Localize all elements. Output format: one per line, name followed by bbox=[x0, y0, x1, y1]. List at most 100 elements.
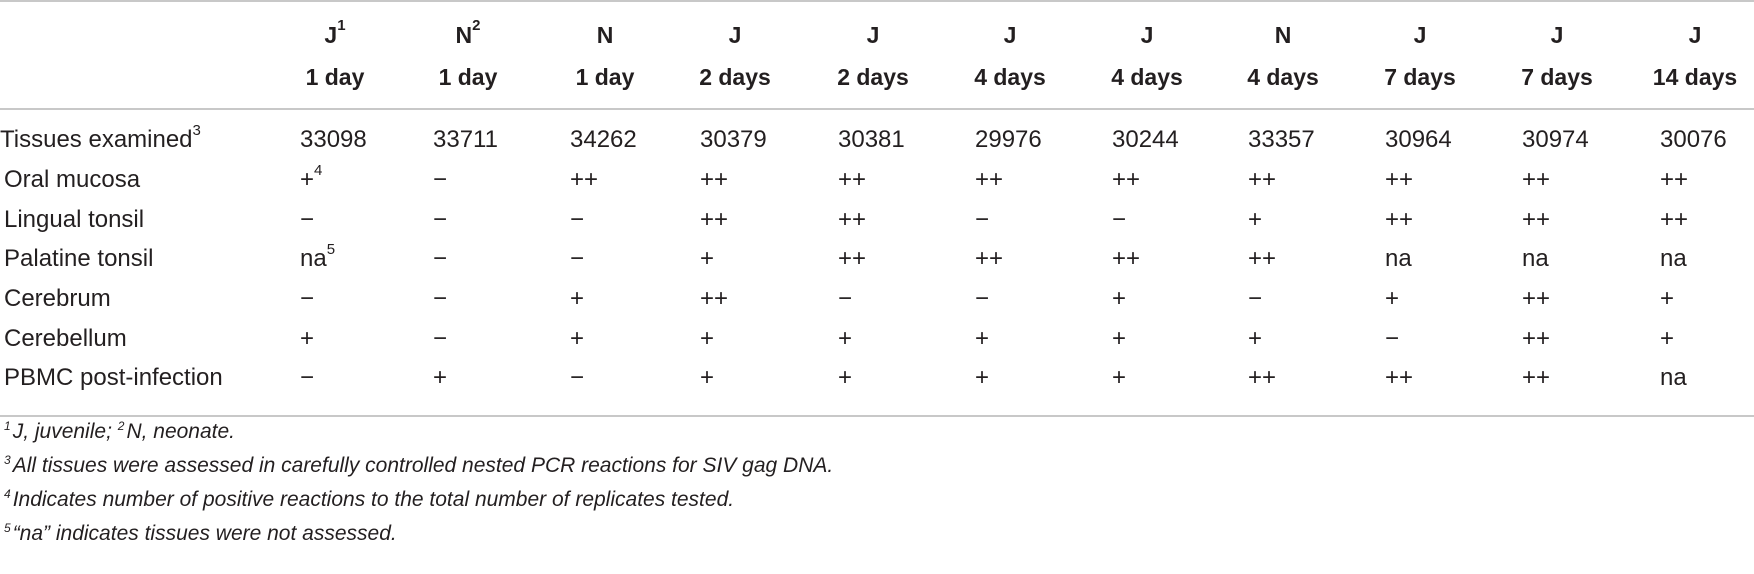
table-cell: 30379 bbox=[700, 120, 767, 160]
cell-value: na bbox=[1522, 245, 1549, 272]
column-group: J bbox=[808, 14, 938, 56]
table-cell: ++ bbox=[838, 160, 866, 200]
cell-value: + bbox=[1385, 285, 1400, 312]
table-cell: − bbox=[433, 239, 447, 279]
table-cell: + bbox=[1112, 358, 1126, 398]
column-group-footnote-mark: 2 bbox=[472, 17, 481, 34]
table-cell: ++ bbox=[700, 160, 728, 200]
table-cell: ++ bbox=[1385, 200, 1413, 240]
column-group: J bbox=[945, 14, 1075, 56]
cell-value: ++ bbox=[570, 166, 599, 193]
column-time: 4 days bbox=[1247, 64, 1319, 90]
cell-value: ++ bbox=[700, 206, 729, 233]
cell-footnote-mark: 5 bbox=[326, 241, 336, 258]
table-cell: + bbox=[570, 319, 584, 359]
table-cell: ++ bbox=[570, 160, 598, 200]
column-time: 7 days bbox=[1521, 64, 1593, 90]
row-label-text: Cerebrum bbox=[4, 285, 111, 312]
table-cell: 30381 bbox=[838, 120, 905, 160]
table-cell: ++ bbox=[1248, 160, 1276, 200]
cell-value: ++ bbox=[700, 285, 729, 312]
table-cell: + bbox=[838, 358, 852, 398]
column-header: J 7 days bbox=[1355, 14, 1485, 98]
cell-value: − bbox=[433, 325, 448, 352]
cell-value: 30964 bbox=[1385, 126, 1452, 153]
cell-value: + bbox=[700, 364, 715, 391]
column-header: N 4 days bbox=[1218, 14, 1348, 98]
table-cell: 33711 bbox=[433, 120, 498, 160]
table-cell: na bbox=[1660, 239, 1687, 279]
cell-value: na bbox=[1660, 245, 1687, 272]
row-label-text: Oral mucosa bbox=[4, 166, 141, 193]
table-cell: + bbox=[300, 319, 314, 359]
cell-value: ++ bbox=[1522, 206, 1551, 233]
footnote-mark: 1 bbox=[4, 419, 11, 433]
table-cell: 30964 bbox=[1385, 120, 1452, 160]
column-group-letter: J bbox=[866, 22, 880, 48]
footnote-mark: 2 bbox=[117, 419, 125, 433]
cell-value: − bbox=[838, 285, 853, 312]
cell-value: na bbox=[300, 245, 327, 272]
table-cell: − bbox=[300, 200, 314, 240]
cell-value: + bbox=[838, 325, 853, 352]
cell-value: + bbox=[570, 325, 585, 352]
column-group: N bbox=[1218, 14, 1348, 56]
cell-value: − bbox=[300, 285, 315, 312]
table-cell: + bbox=[1112, 319, 1126, 359]
cell-value: ++ bbox=[838, 245, 867, 272]
row-label-text: PBMC post-infection bbox=[4, 364, 223, 391]
cell-value: − bbox=[433, 206, 448, 233]
footnote-text: N, neonate. bbox=[126, 420, 236, 443]
cell-value: ++ bbox=[838, 166, 867, 193]
row-label: Cerebellum bbox=[4, 319, 127, 359]
cell-value: 29976 bbox=[975, 126, 1042, 153]
cell-value: − bbox=[570, 245, 585, 272]
table-cell: ++ bbox=[1660, 160, 1688, 200]
column-header: J 4 days bbox=[945, 14, 1075, 98]
column-time: 1 day bbox=[575, 64, 635, 90]
row-label: Lingual tonsil bbox=[4, 200, 144, 240]
table-cell: na bbox=[1385, 239, 1412, 279]
cell-value: − bbox=[1385, 325, 1400, 352]
cell-value: 33357 bbox=[1248, 126, 1315, 153]
cell-value: ++ bbox=[975, 245, 1004, 272]
cell-value: ++ bbox=[1112, 166, 1141, 193]
table-cell: ++ bbox=[1248, 239, 1276, 279]
column-header: J1 1 day bbox=[270, 14, 400, 98]
footnote-text: “na” indicates tissues were not assessed… bbox=[12, 522, 397, 545]
table-cell: +4 bbox=[300, 160, 322, 200]
row-label-text: Tissues examined bbox=[0, 126, 193, 153]
cell-value: ++ bbox=[838, 206, 867, 233]
table-cell: − bbox=[433, 200, 447, 240]
cell-value: ++ bbox=[1385, 206, 1414, 233]
table-cell: − bbox=[1112, 200, 1126, 240]
cell-value: na bbox=[1385, 245, 1412, 272]
row-label: Oral mucosa bbox=[4, 160, 140, 200]
table-cell: − bbox=[570, 358, 584, 398]
column-group-letter: N bbox=[1274, 22, 1292, 48]
row-label-text: Lingual tonsil bbox=[4, 206, 145, 233]
column-group-letter: J bbox=[324, 22, 338, 48]
table-cell: − bbox=[1248, 279, 1262, 319]
column-time: 1 day bbox=[305, 64, 365, 90]
column-group-letter: J bbox=[1003, 22, 1017, 48]
cell-value: − bbox=[975, 285, 990, 312]
cell-value: 30974 bbox=[1522, 126, 1589, 153]
table-cell: + bbox=[838, 319, 852, 359]
row-label-text: Palatine tonsil bbox=[4, 245, 154, 272]
column-header: J 2 days bbox=[808, 14, 938, 98]
cell-value: + bbox=[1248, 206, 1263, 233]
table-cell: na5 bbox=[300, 239, 335, 279]
cell-value: 33098 bbox=[300, 126, 367, 153]
cell-value: + bbox=[1112, 364, 1127, 391]
row-label: Tissues examined3 bbox=[0, 120, 201, 160]
column-group-letter: J bbox=[1550, 22, 1564, 48]
cell-value: + bbox=[300, 325, 315, 352]
cell-value: ++ bbox=[975, 166, 1004, 193]
table-cell: ++ bbox=[1660, 200, 1688, 240]
cell-value: − bbox=[300, 206, 315, 233]
row-label: Cerebrum bbox=[4, 279, 111, 319]
cell-value: ++ bbox=[1522, 166, 1551, 193]
cell-value: + bbox=[975, 364, 990, 391]
table-cell: − bbox=[1385, 319, 1399, 359]
